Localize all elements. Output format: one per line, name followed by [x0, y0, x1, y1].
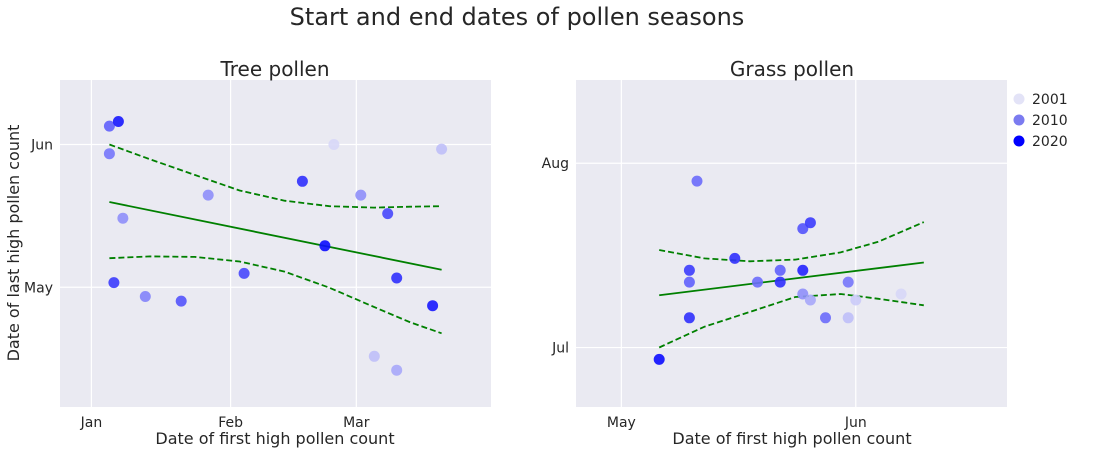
data-point: [804, 217, 816, 229]
x-tick-label: Mar: [343, 415, 370, 431]
data-point: [850, 294, 862, 306]
data-point: [683, 264, 695, 276]
grass-pollen-grid: [576, 80, 1007, 407]
y-tick-label: May: [24, 280, 53, 296]
legend-label-2001: 2001: [1032, 92, 1068, 108]
tree-pollen-y-axis-label: Date of last high pollen count: [4, 125, 23, 362]
tree-pollen-fit-line: [109, 201, 442, 271]
tree-pollen-title: Tree pollen: [219, 57, 329, 81]
data-point: [139, 291, 151, 302]
legend-marker-2020: [1013, 135, 1025, 147]
legend-marker-2001: [1013, 93, 1025, 105]
ci-lower-line: [109, 255, 442, 335]
data-point: [112, 116, 124, 127]
data-point: [683, 276, 695, 288]
data-point: [820, 312, 831, 324]
figure-suptitle: Start and end dates of pollen seasons: [290, 3, 745, 31]
data-point: [319, 240, 331, 252]
data-point: [103, 120, 115, 132]
data-point: [382, 208, 394, 220]
data-point: [103, 148, 115, 160]
y-tick-label: Aug: [542, 156, 569, 172]
tree-pollen-x-ticks: Jan Feb Mar: [80, 415, 370, 431]
data-point: [653, 353, 665, 365]
regression-line: [109, 201, 442, 271]
data-point: [391, 364, 403, 376]
x-tick-label: Feb: [218, 415, 243, 431]
data-point: [797, 288, 809, 300]
data-point: [895, 288, 907, 300]
data-point: [797, 223, 809, 235]
data-point: [117, 212, 129, 224]
data-point: [296, 175, 308, 187]
legend-label-2020: 2020: [1032, 134, 1068, 150]
data-point: [202, 189, 214, 201]
data-point: [752, 276, 763, 288]
data-point: [436, 143, 448, 155]
ci-upper-line: [109, 143, 442, 209]
tree-pollen-grid: [60, 80, 491, 407]
grass-pollen-panel: May Jun Jul Aug Grass pollen Date of first…: [542, 57, 1007, 448]
tree-pollen-panel: Jan Feb Mar May Jun Tree pollen Date of fir…: [4, 57, 491, 448]
data-point: [842, 276, 854, 288]
grass-pollen-x-axis-label: Date of first high pollen count: [672, 429, 911, 448]
data-point: [238, 267, 250, 279]
tree-pollen-plot-area: [60, 80, 491, 407]
x-tick-label: Jun: [844, 415, 867, 431]
legend-label-2010: 2010: [1032, 113, 1068, 129]
data-point: [328, 139, 340, 150]
grass-pollen-title: Grass pollen: [730, 57, 854, 81]
legend-marker-2010: [1013, 114, 1025, 126]
data-point: [842, 312, 854, 324]
data-point: [729, 252, 741, 264]
data-point: [391, 272, 403, 284]
data-point: [691, 175, 703, 187]
ci-upper-line: [659, 221, 925, 263]
ci-lower-line: [658, 293, 924, 349]
data-point: [108, 277, 120, 289]
x-tick-label: May: [607, 415, 636, 431]
data-point: [774, 264, 786, 276]
grass-pollen-x-ticks: May Jun: [607, 415, 867, 431]
data-point: [368, 350, 380, 362]
grass-pollen-plot-area: [576, 80, 1007, 407]
data-point: [175, 295, 187, 307]
x-tick-label: Jan: [80, 415, 103, 431]
grass-pollen-points: [653, 175, 907, 365]
y-tick-label: Jul: [551, 341, 569, 357]
regression-line: [659, 261, 924, 297]
tree-pollen-points: [103, 116, 448, 376]
grass-pollen-y-ticks: Jul Aug: [542, 156, 569, 356]
y-tick-label: Jun: [30, 137, 53, 153]
data-point: [683, 312, 695, 324]
tree-pollen-confidence-band: [109, 143, 442, 335]
grass-pollen-confidence-band: [658, 221, 925, 349]
data-point: [427, 300, 439, 312]
data-point: [774, 276, 786, 288]
grass-pollen-fit-line: [659, 261, 924, 297]
tree-pollen-x-axis-label: Date of first high pollen count: [155, 429, 394, 448]
data-point: [804, 294, 816, 306]
legend: 2001 2010 2020: [1013, 92, 1068, 150]
tree-pollen-y-ticks: May Jun: [24, 137, 53, 296]
data-point: [797, 264, 809, 276]
data-point: [355, 189, 367, 201]
